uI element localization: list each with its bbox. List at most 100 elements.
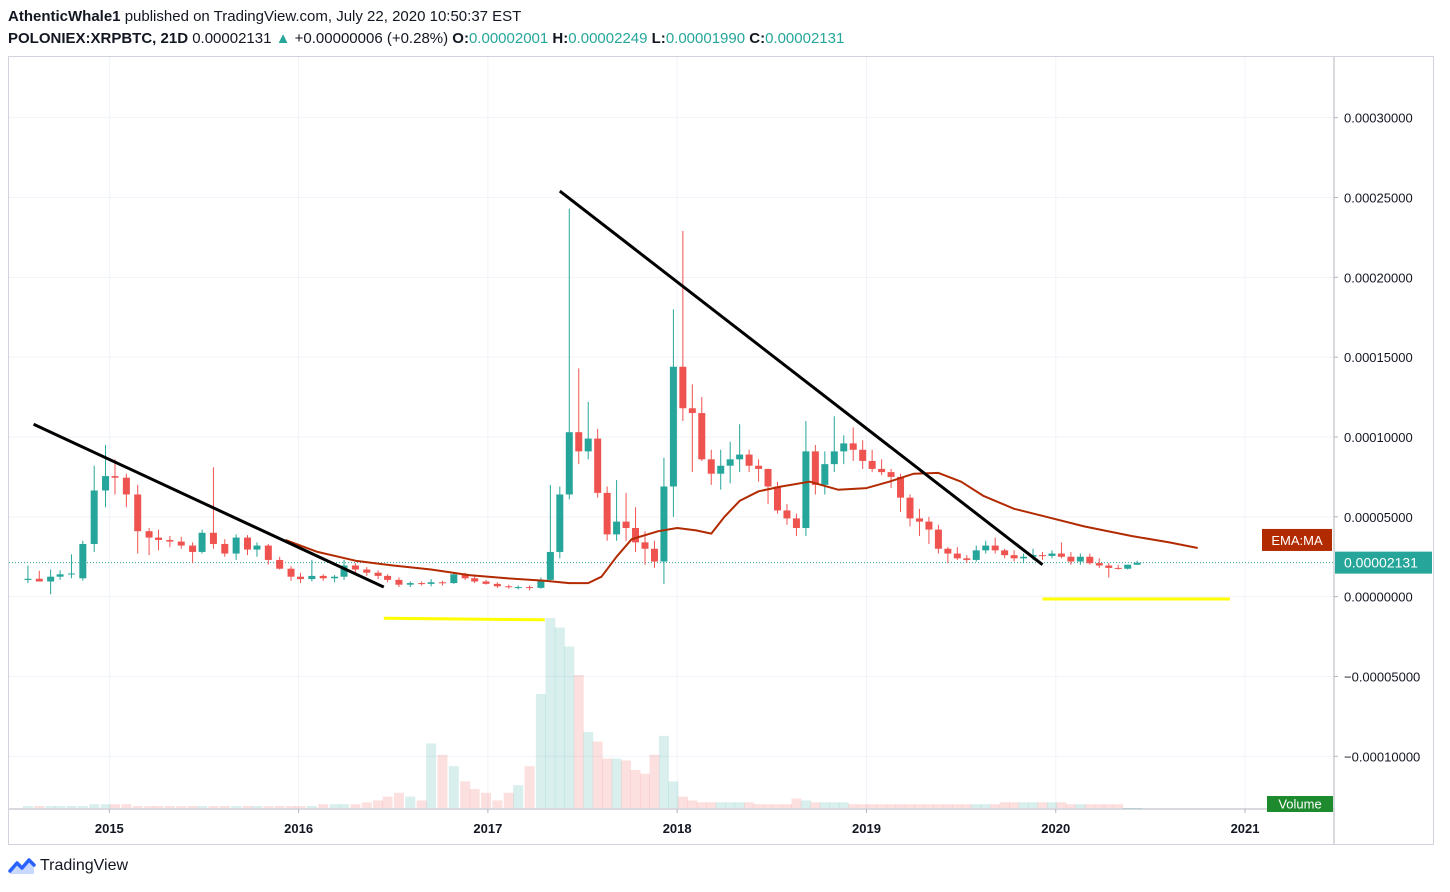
support-line[interactable] [383, 616, 545, 622]
volume-bar [361, 802, 372, 808]
y-tick-label: 0.00025000 [1344, 191, 1413, 206]
volume-bar [545, 618, 556, 808]
candle-down [122, 477, 130, 495]
candle-up [232, 537, 240, 554]
candle-down [155, 537, 163, 540]
candle-down [897, 476, 905, 498]
volume-bar [895, 804, 906, 808]
candle-up [1133, 562, 1141, 565]
volume-bar [22, 806, 33, 808]
volume-bar [339, 804, 350, 808]
candle-up [514, 587, 522, 589]
candle-up [253, 545, 261, 550]
volume-bar [744, 802, 755, 808]
volume-bar [791, 798, 802, 808]
volume-bar [1028, 802, 1039, 808]
x-tick-label: 2020 [1041, 821, 1070, 836]
volume-bar [208, 806, 219, 808]
volume-bar [110, 804, 120, 808]
volume-bar [426, 743, 437, 808]
volume-bar [554, 627, 565, 808]
high-label: H: [552, 30, 569, 47]
candle-up [198, 532, 206, 552]
volume-bar [1065, 804, 1076, 808]
x-tick-label: 2017 [473, 821, 502, 836]
volume-bar [980, 804, 991, 808]
volume-bar [503, 792, 514, 808]
volume-bar [286, 806, 297, 808]
volume-bar [492, 800, 503, 808]
volume-bar [1018, 802, 1029, 808]
candle-up [669, 366, 677, 487]
candle-down [374, 572, 382, 576]
x-tick-label: 2015 [95, 821, 124, 836]
volume-bar [460, 781, 471, 808]
volume-bar [437, 754, 448, 808]
candle-up [1048, 553, 1056, 556]
trend-line[interactable] [558, 189, 1044, 566]
volume-bar [89, 804, 100, 808]
candle-down [811, 451, 819, 485]
volume-bar [1084, 804, 1095, 808]
candle-up [67, 573, 75, 575]
volume-bar [66, 806, 77, 808]
volume-bar [393, 792, 404, 808]
y-tick-label: −0.00005000 [1344, 669, 1420, 684]
volume-bar [763, 804, 774, 808]
price-chart[interactable]: 0.00030000 0.00025000 0.00020000 0.00015000… [9, 57, 1433, 844]
candle-down [878, 468, 886, 473]
candle-up [406, 583, 414, 585]
y-tick-label: 0.00010000 [1344, 430, 1413, 445]
trend-line[interactable] [32, 422, 385, 589]
candle-down [1105, 565, 1113, 568]
volume-bar [535, 694, 546, 808]
tradingview-logo-icon[interactable] [8, 856, 36, 876]
volume-bar [1094, 804, 1105, 808]
candle-down [363, 569, 371, 573]
volume-bar [573, 675, 584, 808]
volume-bar [1075, 804, 1086, 808]
volume-bar [772, 804, 783, 808]
candle-down [438, 582, 446, 584]
candle-down [707, 459, 715, 474]
up-arrow-icon: ▲ [275, 30, 291, 47]
volume-bar [382, 796, 393, 808]
volume-bar [668, 781, 679, 808]
ema-badge [1262, 528, 1332, 551]
volume-bar [658, 735, 669, 808]
author-name[interactable]: AthenticWhale1 [8, 8, 121, 25]
candle-down [166, 539, 174, 542]
candle-down [264, 545, 272, 560]
candle-down [1086, 556, 1094, 564]
candle-down [906, 497, 914, 519]
candle-down [622, 521, 630, 528]
y-tick-label: 0.00015000 [1344, 350, 1413, 365]
volume-bar [687, 800, 698, 808]
candle-up [1124, 564, 1132, 569]
chart-container[interactable]: 0.00030000 0.00025000 0.00020000 0.00015000… [8, 56, 1434, 845]
x-tick-label: 2016 [284, 821, 313, 836]
open-label: O: [452, 30, 469, 47]
candle-down [698, 413, 706, 460]
candle-down [297, 576, 304, 580]
volume-bar [242, 806, 253, 808]
candle-up [90, 490, 98, 544]
candle-down [493, 583, 501, 587]
candle-down [482, 581, 490, 584]
close-label: C: [749, 30, 766, 47]
volume-bar [77, 806, 88, 808]
y-tick-label: 0.00030000 [1344, 111, 1413, 126]
tradingview-brand[interactable]: TradingView [40, 857, 129, 874]
volume-badge-label: Volume [1278, 797, 1321, 812]
volume-badge [1267, 796, 1333, 812]
volume-bar [329, 804, 340, 808]
candle-down [134, 494, 142, 532]
volume-bar [251, 806, 262, 808]
candle-down [774, 486, 781, 511]
candle-down [209, 532, 217, 544]
volume-bar [677, 796, 688, 808]
candle-up [736, 454, 744, 460]
volume-bar [405, 796, 416, 808]
candle-up [584, 438, 592, 452]
volume-bar [706, 802, 717, 808]
